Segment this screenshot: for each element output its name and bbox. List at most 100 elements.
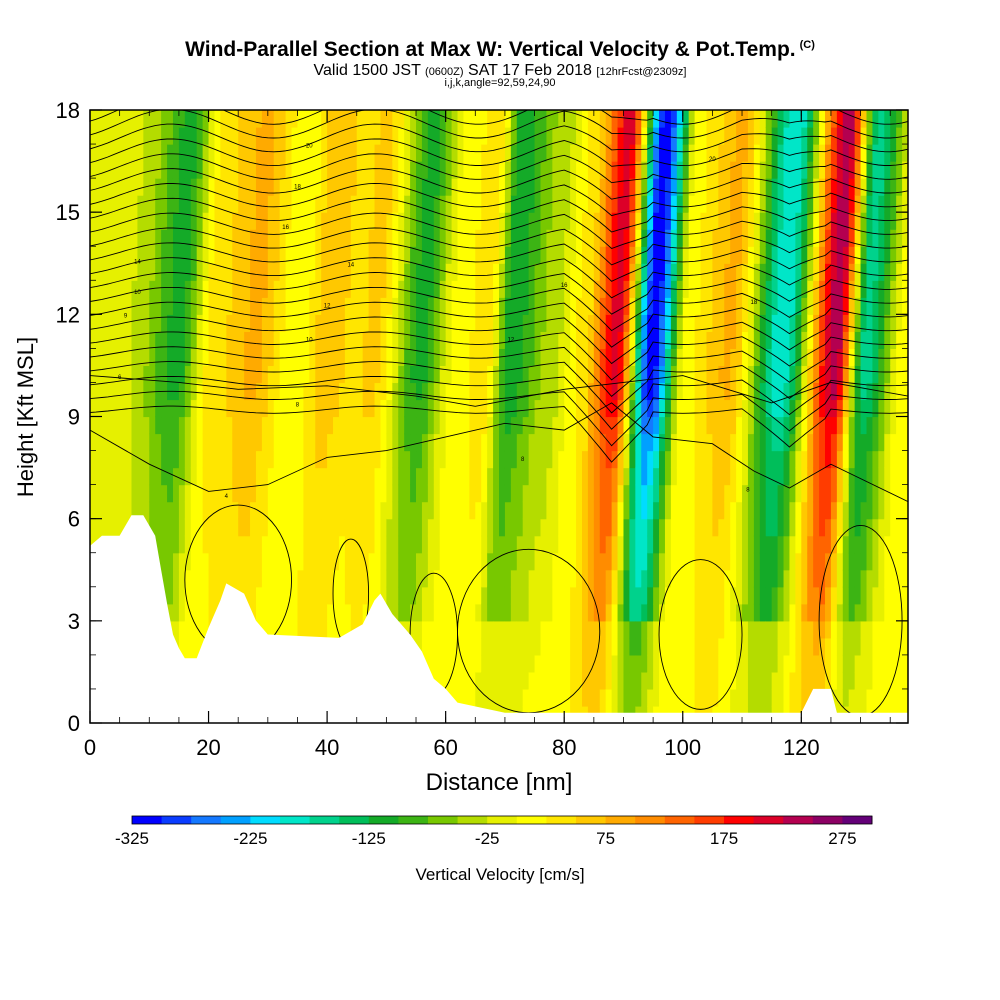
velocity-cell: [398, 501, 405, 520]
velocity-cell: [587, 144, 595, 162]
velocity-cell: [267, 382, 275, 401]
velocity-cell: [149, 110, 156, 128]
velocity-cell: [872, 161, 879, 179]
velocity-cell: [303, 348, 310, 367]
velocity-cell: [676, 671, 684, 690]
velocity-cell: [499, 416, 506, 435]
velocity-cell: [878, 586, 885, 605]
velocity-cell: [510, 603, 518, 622]
velocity-cell: [457, 212, 465, 230]
velocity-cell: [167, 348, 174, 367]
theta-contour-line: [90, 286, 908, 332]
velocity-cell: [327, 603, 334, 622]
velocity-cell: [534, 280, 542, 298]
velocity-cell: [587, 484, 595, 503]
velocity-cell: [854, 127, 862, 145]
velocity-cell: [759, 297, 767, 315]
velocity-cell: [398, 297, 405, 315]
velocity-cell: [676, 382, 684, 401]
velocity-cell: [854, 603, 862, 622]
velocity-cell: [742, 450, 749, 469]
velocity-cell: [416, 297, 423, 315]
velocity-cell: [190, 229, 198, 247]
velocity-cell: [641, 569, 648, 588]
velocity-cell: [611, 620, 619, 639]
velocity-cell: [670, 161, 678, 179]
velocity-cell: [178, 603, 186, 622]
velocity-cell: [427, 586, 435, 605]
velocity-cell: [315, 569, 322, 588]
velocity-cell: [635, 348, 642, 367]
velocity-cell: [380, 280, 387, 298]
velocity-cell: [125, 501, 133, 520]
velocity-cell: [244, 569, 251, 588]
velocity-cell: [789, 433, 796, 452]
velocity-cell: [860, 603, 868, 622]
velocity-cell: [623, 637, 631, 656]
velocity-cell: [522, 127, 530, 145]
velocity-cell: [884, 603, 891, 622]
velocity-cell: [570, 552, 577, 571]
velocity-cell: [570, 467, 577, 486]
velocity-cell: [172, 246, 180, 264]
velocity-cell: [143, 127, 150, 145]
velocity-cell: [427, 450, 435, 469]
velocity-cell: [623, 246, 631, 264]
velocity-cell: [261, 110, 269, 128]
velocity-cell: [356, 365, 364, 384]
theta-contour-line: [90, 316, 908, 365]
velocity-cell: [570, 229, 577, 247]
velocity-cell: [190, 467, 198, 486]
velocity-cell: [155, 484, 162, 503]
velocity-cell: [795, 637, 802, 656]
velocity-cell: [813, 144, 820, 162]
velocity-cell: [534, 110, 542, 128]
velocity-cell: [605, 518, 613, 537]
velocity-cell: [439, 433, 447, 452]
velocity-cell: [155, 246, 162, 264]
velocity-cell: [730, 195, 737, 213]
velocity-cell: [830, 416, 838, 435]
velocity-cell: [155, 110, 162, 128]
velocity-cell: [250, 314, 257, 332]
velocity-cell: [688, 688, 696, 707]
velocity-cell: [119, 399, 127, 418]
velocity-cell: [327, 552, 334, 571]
velocity-cell: [303, 620, 310, 639]
velocity-cell: [267, 552, 275, 571]
velocity-cell: [101, 382, 109, 401]
velocity-cell: [836, 331, 844, 349]
velocity-cell: [196, 399, 204, 418]
velocity-cell: [279, 586, 287, 605]
velocity-cell: [131, 467, 139, 486]
velocity-cell: [765, 654, 773, 673]
velocity-cell: [250, 535, 257, 554]
velocity-cell: [783, 501, 791, 520]
velocity-cell: [558, 501, 565, 520]
velocity-cell: [682, 246, 690, 264]
velocity-cell: [421, 467, 429, 486]
velocity-cell: [546, 450, 553, 469]
velocity-cell: [825, 586, 832, 605]
velocity-cell: [167, 331, 174, 349]
velocity-cell: [860, 433, 868, 452]
velocity-cell: [670, 212, 678, 230]
velocity-cell: [801, 671, 808, 690]
velocity-cell: [451, 688, 459, 707]
velocity-cell: [172, 212, 180, 230]
velocity-cell: [664, 603, 672, 622]
velocity-cell: [208, 297, 216, 315]
velocity-cell: [95, 433, 103, 452]
velocity-cell: [688, 433, 696, 452]
velocity-cell: [504, 450, 512, 469]
velocity-cell: [718, 586, 725, 605]
velocity-cell: [261, 416, 269, 435]
velocity-cell: [184, 365, 192, 384]
theta-contour-line: [90, 212, 908, 250]
velocity-cell: [208, 416, 216, 435]
velocity-cell: [404, 229, 411, 247]
velocity-cell: [273, 263, 281, 281]
velocity-cell: [344, 212, 352, 230]
velocity-cell: [890, 484, 897, 503]
velocity-cell: [694, 484, 702, 503]
